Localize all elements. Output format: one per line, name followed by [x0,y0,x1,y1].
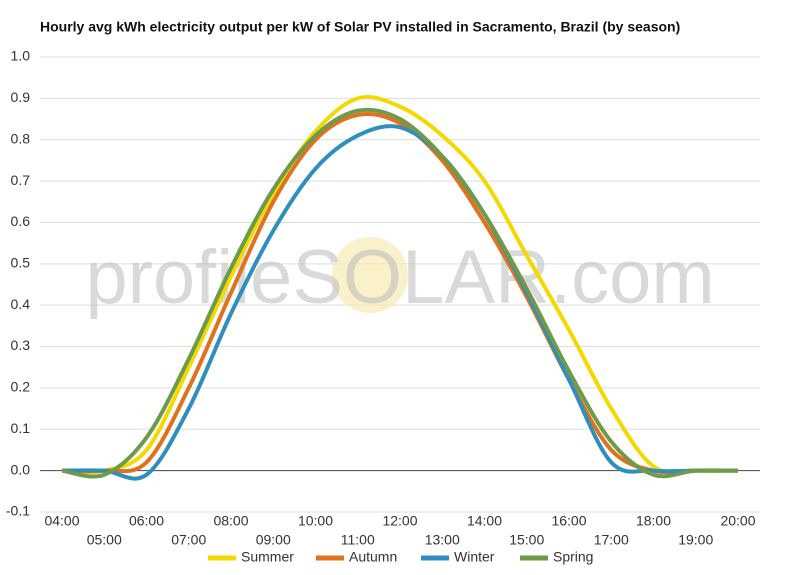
series-line [61,111,738,475]
x-tick-label: 09:00 [256,532,291,548]
x-tick-label: 10:00 [298,513,333,529]
y-tick-label: 0.1 [11,420,31,436]
x-tick-label: 18:00 [636,513,671,529]
legend-label: Winter [454,549,495,565]
y-tick-label: 0.3 [11,337,31,353]
x-tick-label: 19:00 [678,532,713,548]
x-tick-label: 08:00 [213,513,248,529]
legend-label: Autumn [349,549,397,565]
y-tick-label: -0.1 [6,503,30,519]
x-tick-label: 16:00 [551,513,586,529]
x-tick-label: 14:00 [467,513,502,529]
y-tick-label: 0.2 [11,379,31,395]
y-tick-label: 0.8 [11,130,31,146]
watermark-group: profileSOLAR.com [85,235,714,320]
series-line [61,124,738,481]
x-tick-label: 11:00 [341,532,375,548]
legend-label: Spring [553,549,593,565]
x-tick-label: 12:00 [382,513,417,529]
x-tick-label: 15:00 [509,532,544,548]
x-tick-label: 04:00 [44,513,79,529]
y-tick-label: 0.5 [11,255,31,271]
x-tick-label: 05:00 [87,532,122,548]
watermark: profileSOLAR.com [85,235,714,320]
legend-label: Summer [241,549,294,565]
watermark-sun [332,237,408,313]
chart-title: Hourly avg kWh electricity output per kW… [40,19,680,35]
y-tick-label: 0.9 [11,89,31,105]
x-tick-label: 20:00 [720,513,755,529]
y-tick-label: 0.4 [11,296,31,312]
y-tick-label: 0.0 [11,461,31,477]
y-tick-label: 0.6 [11,213,31,229]
y-tick-label: 0.7 [11,172,31,188]
x-tick-label: 13:00 [425,532,460,548]
x-tick-label: 07:00 [171,532,206,548]
y-tick-label: 1.0 [11,48,31,64]
series-line [61,95,739,475]
series-line [61,107,739,479]
x-tick-label: 06:00 [129,513,164,529]
x-tick-label: 17:00 [594,532,629,548]
